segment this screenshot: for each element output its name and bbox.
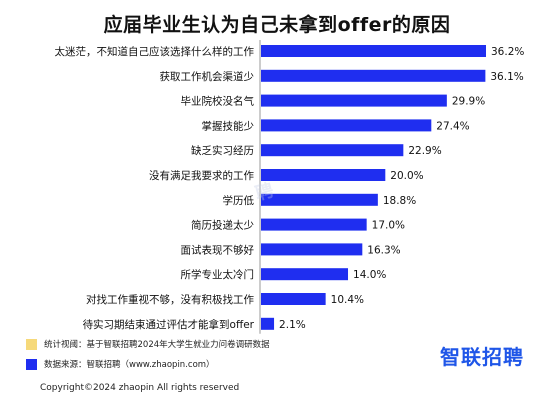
bar [261,69,486,82]
category-label: 学历低 [223,194,255,207]
data-label: 10.4% [331,294,364,306]
data-label: 36.1% [490,71,523,83]
note-text-scope: 基于智联招聘2024年大学生就业力问卷调研数据 [86,340,270,350]
chart-title: 应届毕业生认为自己未拿到offer的原因 [103,14,451,36]
bar [261,243,363,256]
data-label: 14.0% [353,269,386,281]
bar [261,193,378,206]
data-label: 20.0% [390,170,423,182]
blue-swatch-icon [26,358,37,370]
data-label: 36.2% [491,46,524,58]
data-label: 22.9% [408,145,441,157]
yellow-swatch-icon [26,338,37,350]
category-label: 待实习期结束通过评估才能拿到offer [83,318,255,331]
data-label: 17.0% [372,220,405,232]
note-row-scope: 统计视阈： 基于智联招聘2024年大学生就业力问卷调研数据 [26,336,270,352]
bar [261,94,447,107]
bar [261,268,349,281]
category-label: 掌握技能少 [202,119,255,132]
bar [261,144,404,157]
notes: 统计视阈： 基于智联招聘2024年大学生就业力问卷调研数据 数据来源： 智联招聘… [26,336,270,376]
bar [261,169,386,181]
category-label: 对找工作重视不够，没有积极找工作 [86,293,254,306]
data-label: 2.1% [279,319,306,331]
bar [261,293,326,305]
bar-chart: 太迷茫，不知道自己应该选择什么样的工作 36.2% 获取工作机会渠道少 36.1% 毕业… [55,40,524,334]
zhaopin-logo: 智联招聘 [440,341,524,370]
category-label: 面试表现不够好 [181,243,255,256]
data-label: 29.9% [452,96,485,108]
logo-text: 智联招聘 [440,345,524,369]
note-row-source: 数据来源： 智联招聘（www.zhaopin.com） [26,356,270,372]
bar [261,119,432,132]
category-label: 毕业院校没名气 [181,95,255,108]
data-label: 27.4% [436,120,469,132]
bar [261,218,367,231]
note-label-scope: 统计视阈： [44,340,87,350]
bar [261,317,275,330]
copyright: Copyright©2024 zhaopin All rights reserv… [40,383,240,393]
category-label: 缺乏实习经历 [191,144,254,157]
category-label: 获取工作机会渠道少 [160,70,255,83]
category-label: 所学专业太冷门 [181,268,255,281]
data-label: 16.3% [367,244,400,256]
data-label: 18.8% [383,195,416,207]
note-text-source: 智联招聘（www.zhaopin.com） [86,360,215,370]
category-label: 简历投递太少 [191,219,254,232]
bar [261,45,486,57]
category-label: 太迷茫，不知道自己应该选择什么样的工作 [55,45,255,58]
category-label: 没有满足我要求的工作 [149,169,254,182]
note-label-source: 数据来源： [44,360,87,370]
